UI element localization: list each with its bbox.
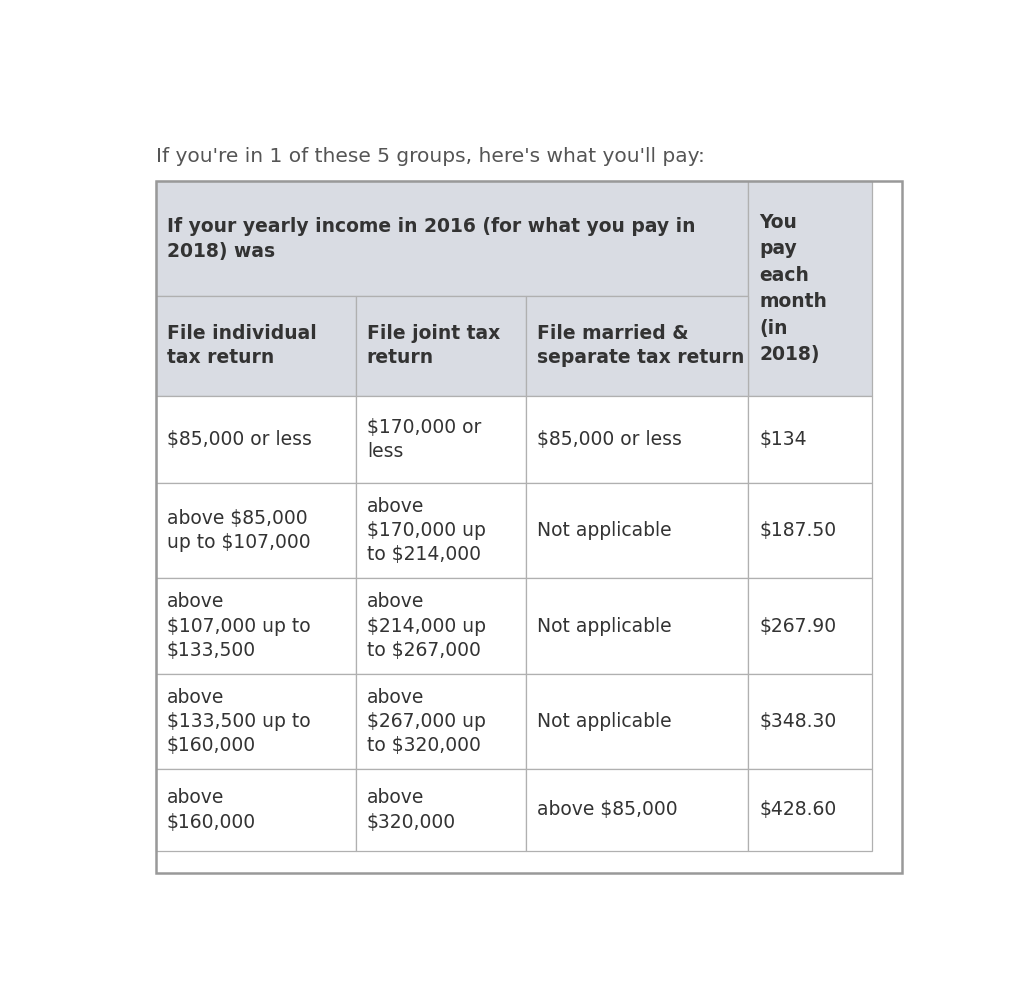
Text: If your yearly income in 2016 (for what you pay in
2018) was: If your yearly income in 2016 (for what … <box>167 216 695 261</box>
Text: above
$214,000 up
to $267,000: above $214,000 up to $267,000 <box>367 593 485 660</box>
Bar <box>355 395 525 483</box>
Bar <box>525 483 749 579</box>
Bar <box>749 579 871 674</box>
Text: $187.50: $187.50 <box>759 521 837 540</box>
Bar <box>156 395 355 483</box>
Text: above
$267,000 up
to $320,000: above $267,000 up to $320,000 <box>367 688 485 755</box>
Bar <box>156 769 355 850</box>
Text: $348.30: $348.30 <box>759 712 837 731</box>
Text: above
$160,000: above $160,000 <box>167 788 256 831</box>
Bar <box>749 395 871 483</box>
Bar <box>525 295 749 395</box>
Text: Not applicable: Not applicable <box>537 616 672 635</box>
Text: above $85,000
up to $107,000: above $85,000 up to $107,000 <box>167 509 310 552</box>
Bar <box>749 181 871 395</box>
Bar <box>749 674 871 769</box>
Bar <box>355 769 525 850</box>
Bar <box>156 181 749 295</box>
Bar <box>156 295 355 395</box>
Text: above $85,000: above $85,000 <box>537 801 678 820</box>
Bar <box>355 295 525 395</box>
Bar <box>525 769 749 850</box>
Text: $134: $134 <box>759 430 807 449</box>
Text: $428.60: $428.60 <box>759 801 837 820</box>
Text: above
$107,000 up to
$133,500: above $107,000 up to $133,500 <box>167 593 310 660</box>
Text: If you're in 1 of these 5 groups, here's what you'll pay:: If you're in 1 of these 5 groups, here's… <box>156 147 705 166</box>
Bar <box>355 483 525 579</box>
Text: File joint tax
return: File joint tax return <box>367 324 500 368</box>
Bar <box>525 395 749 483</box>
Bar <box>525 674 749 769</box>
Bar <box>749 483 871 579</box>
Bar <box>749 769 871 850</box>
Text: $85,000 or less: $85,000 or less <box>537 430 682 449</box>
Bar <box>525 579 749 674</box>
Text: You
pay
each
month
(in
2018): You pay each month (in 2018) <box>759 213 827 365</box>
Text: above
$133,500 up to
$160,000: above $133,500 up to $160,000 <box>167 688 310 755</box>
Text: above
$170,000 up
to $214,000: above $170,000 up to $214,000 <box>367 496 485 564</box>
Bar <box>355 674 525 769</box>
Text: $85,000 or less: $85,000 or less <box>167 430 311 449</box>
Bar <box>156 579 355 674</box>
Bar <box>156 674 355 769</box>
Bar <box>355 579 525 674</box>
Text: Not applicable: Not applicable <box>537 521 672 540</box>
Text: $170,000 or
less: $170,000 or less <box>367 418 481 461</box>
Text: File married &
separate tax return: File married & separate tax return <box>537 324 744 368</box>
Bar <box>156 483 355 579</box>
Text: File individual
tax return: File individual tax return <box>167 324 316 368</box>
Text: above
$320,000: above $320,000 <box>367 788 456 831</box>
Text: Not applicable: Not applicable <box>537 712 672 731</box>
Text: $267.90: $267.90 <box>759 616 837 635</box>
